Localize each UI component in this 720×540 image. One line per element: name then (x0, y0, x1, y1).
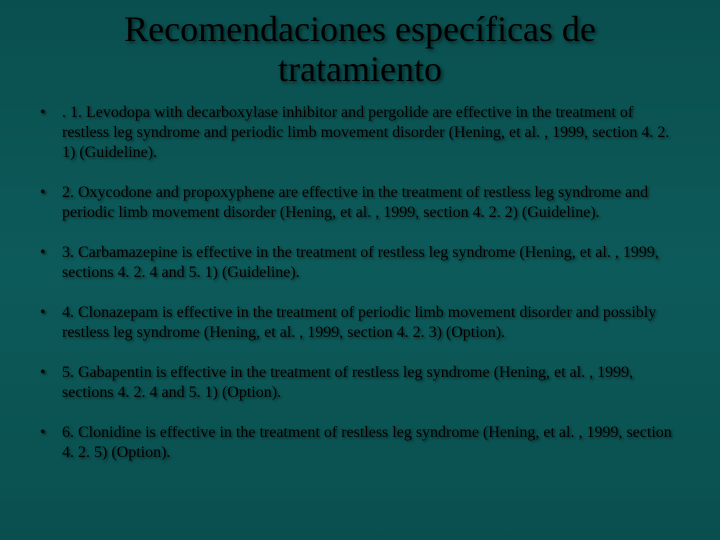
list-item: • 4. Clonazepam is effective in the trea… (40, 303, 680, 343)
bullet-icon: • (40, 103, 62, 123)
bullet-text: 2. Oxycodone and propoxyphene are effect… (62, 183, 680, 223)
list-item: • 5. Gabapentin is effective in the trea… (40, 363, 680, 403)
bullet-icon: • (40, 183, 62, 203)
list-item: • 6. Clonidine is effective in the treat… (40, 423, 680, 463)
list-item: • 3. Carbamazepine is effective in the t… (40, 243, 680, 283)
list-item: • . 1. Levodopa with decarboxylase inhib… (40, 103, 680, 163)
list-item: • 2. Oxycodone and propoxyphene are effe… (40, 183, 680, 223)
bullet-text: 4. Clonazepam is effective in the treatm… (62, 303, 680, 343)
bullet-text: . 1. Levodopa with decarboxylase inhibit… (62, 103, 680, 163)
bullet-list: • . 1. Levodopa with decarboxylase inhib… (40, 103, 680, 463)
bullet-icon: • (40, 423, 62, 443)
slide-title: Recomendaciones específicas de tratamien… (40, 10, 680, 89)
bullet-text: 6. Clonidine is effective in the treatme… (62, 423, 680, 463)
bullet-icon: • (40, 363, 62, 383)
bullet-icon: • (40, 243, 62, 263)
bullet-text: 3. Carbamazepine is effective in the tre… (62, 243, 680, 283)
bullet-text: 5. Gabapentin is effective in the treatm… (62, 363, 680, 403)
bullet-icon: • (40, 303, 62, 323)
slide: Recomendaciones específicas de tratamien… (0, 0, 720, 540)
